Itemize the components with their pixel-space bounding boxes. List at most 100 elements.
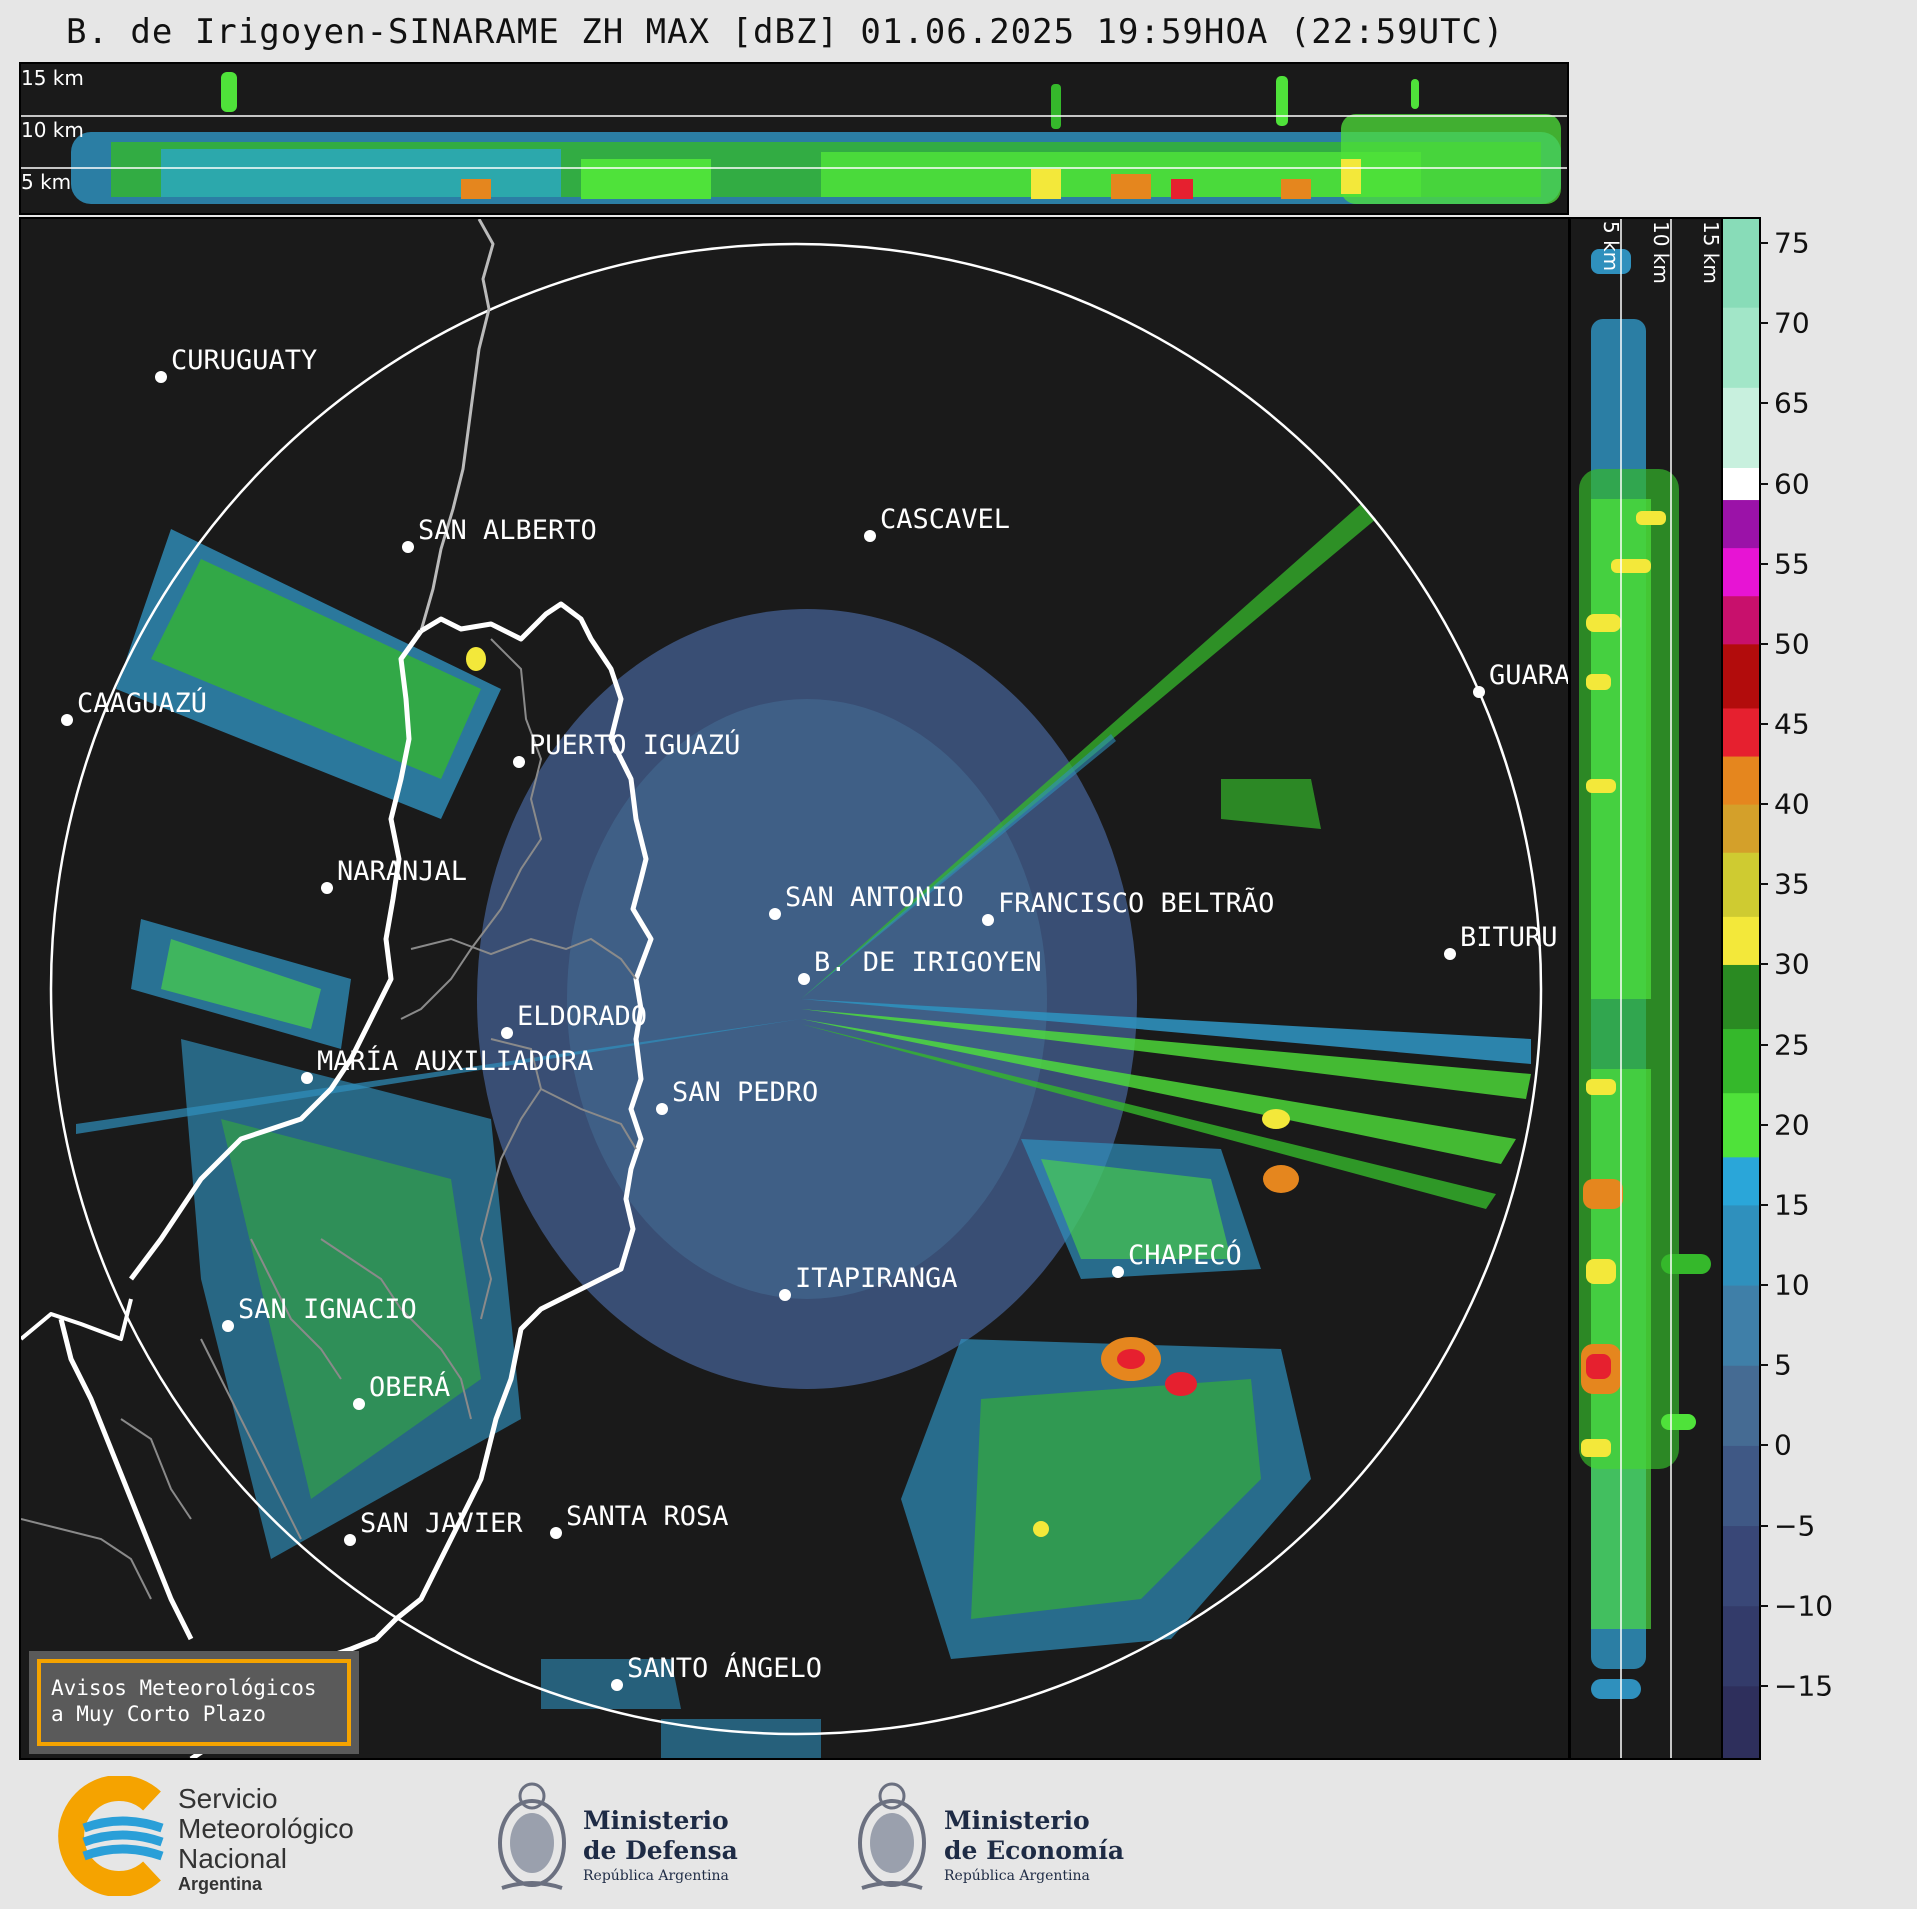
- side-echo-band: [1579, 249, 1711, 1699]
- city-label: CURUGUATY: [171, 345, 317, 376]
- colorbar-tick-label: 75: [1774, 226, 1810, 260]
- colorbar-segment: [1723, 547, 1759, 597]
- city-dot: [513, 756, 525, 768]
- city-marker: OBERÁ: [353, 1371, 450, 1410]
- city-marker: MARÍA AUXILIADORA: [301, 1045, 593, 1084]
- warning-line-1: Avisos Meteorológicos: [51, 1676, 317, 1700]
- colorbar-tick-mark: [1760, 402, 1768, 405]
- city-label: BITURU: [1460, 922, 1558, 953]
- colorbar-segment: [1723, 1285, 1759, 1366]
- smn-logo-icon: [58, 1776, 164, 1896]
- colorbar-tick-mark: [1760, 722, 1768, 725]
- smn-line-1: Servicio: [178, 1783, 278, 1814]
- colorbar-segment: [1723, 499, 1759, 549]
- colorbar-tick-mark: [1760, 1203, 1768, 1206]
- colorbar-segment: [1723, 1204, 1759, 1286]
- city-label: SAN JAVIER: [360, 1508, 523, 1539]
- smn-line-2: Meteorológico: [178, 1813, 354, 1844]
- colorbar-tick-label: −15: [1774, 1669, 1834, 1703]
- warning-box[interactable]: Avisos Meteorológicos a Muy Corto Plazo: [29, 1651, 359, 1754]
- city-label: CASCAVEL: [880, 504, 1010, 535]
- colorbar-tick-mark: [1760, 562, 1768, 565]
- economia-line-1: Ministerio: [944, 1806, 1090, 1835]
- colorbar-segment: [1723, 1092, 1759, 1158]
- city-dot: [353, 1398, 365, 1410]
- city-dot: [982, 914, 994, 926]
- colorbar-segment: [1723, 804, 1759, 853]
- economia-line-2: de Economía: [944, 1836, 1125, 1865]
- city-marker: SAN IGNACIO: [222, 1294, 417, 1332]
- colorbar-labels: 75 70 65 60 55 50 45 40 35 30 25 20 15 10 5 0 −5 −10 −15: [1760, 217, 1914, 1760]
- colorbar-segment: [1723, 1365, 1759, 1446]
- side-km-label-5: 5 km: [1599, 221, 1623, 272]
- colorbar-tick-label: 15: [1774, 1188, 1810, 1222]
- city-label: B. DE IRIGOYEN: [814, 947, 1042, 978]
- colorbar-tick-label: 5: [1774, 1348, 1792, 1382]
- city-dot: [798, 973, 810, 985]
- city-label: SAN PEDRO: [672, 1077, 818, 1108]
- colorbar: [1721, 217, 1761, 1760]
- colorbar-tick-mark: [1760, 1123, 1768, 1126]
- city-marker: SAN JAVIER: [344, 1508, 523, 1546]
- colorbar-tick-mark: [1760, 322, 1768, 325]
- country-borders: [21, 219, 654, 1758]
- colorbar-tick-label: 10: [1774, 1268, 1810, 1302]
- top-cross-section-panel: 15 km 10 km 5 km: [19, 62, 1569, 215]
- colorbar-segment: [1723, 219, 1759, 308]
- colorbar-tick-label: 70: [1774, 306, 1810, 340]
- colorbar-segment: [1723, 1605, 1759, 1687]
- city-label: SAN ALBERTO: [418, 515, 597, 546]
- colorbar-tick-label: 30: [1774, 947, 1810, 981]
- economia-seal-icon: [858, 1782, 926, 1890]
- city-dot: [779, 1289, 791, 1301]
- footer: Servicio Meteorológico Nacional Argentin…: [0, 1762, 1917, 1909]
- city-marker: CHAPECÓ: [1112, 1239, 1242, 1278]
- city-dot: [402, 541, 414, 553]
- colorbar-segment: [1723, 852, 1759, 917]
- city-label: CHAPECÓ: [1128, 1239, 1242, 1271]
- city-dot: [501, 1027, 513, 1039]
- city-marker: BITURU: [1444, 922, 1558, 960]
- warning-line-2: a Muy Corto Plazo: [51, 1702, 266, 1726]
- top-km-label-10: 10 km: [21, 118, 84, 142]
- city-marker: NARANJAL: [321, 856, 467, 894]
- colorbar-segment: [1723, 1156, 1759, 1206]
- colorbar-tick-mark: [1760, 883, 1768, 886]
- colorbar-tick-label: 60: [1774, 467, 1810, 501]
- city-marker: ITAPIRANGA: [779, 1263, 958, 1301]
- city-dot: [1112, 1266, 1124, 1278]
- city-marker: SAN ANTONIO: [769, 882, 964, 920]
- colorbar-tick-label: 45: [1774, 707, 1810, 741]
- colorbar-tick-mark: [1760, 1604, 1768, 1607]
- city-label: ELDORADO: [517, 1001, 647, 1032]
- city-dot: [301, 1072, 313, 1084]
- colorbar-segment: [1723, 643, 1759, 709]
- radar-echoes: [76, 504, 1531, 1758]
- city-dot: [61, 714, 73, 726]
- city-dot: [344, 1534, 356, 1546]
- colorbar-tick-mark: [1760, 1043, 1768, 1046]
- city-marker: SAN ALBERTO: [402, 515, 597, 553]
- city-marker: SANTO ÁNGELO: [611, 1652, 822, 1691]
- city-label: SAN ANTONIO: [785, 882, 964, 913]
- colorbar-tick-mark: [1760, 1444, 1768, 1447]
- city-marker: FRANCISCO BELTRÃO: [982, 887, 1274, 926]
- colorbar-segment: [1723, 964, 1759, 1030]
- colorbar-segment: [1723, 1028, 1759, 1094]
- colorbar-tick-mark: [1760, 1684, 1768, 1687]
- colorbar-segment: [1723, 467, 1759, 501]
- cities-layer: CURUGUATY SAN ALBERTO CAAGUAZÚ PUERTO IGUAZ…: [61, 345, 1568, 1691]
- colorbar-tick-label: 35: [1774, 867, 1810, 901]
- map-title: B. de Irigoyen-SINARAME ZH MAX [dBZ] 01.…: [66, 12, 1505, 52]
- colorbar-tick-label: 0: [1774, 1428, 1792, 1462]
- city-marker: ELDORADO: [501, 1001, 647, 1039]
- colorbar-segment: [1723, 707, 1759, 757]
- defensa-seal-icon: [498, 1782, 566, 1890]
- city-dot: [550, 1527, 562, 1539]
- colorbar-segment: [1723, 387, 1759, 468]
- colorbar-segment: [1723, 595, 1759, 645]
- colorbar-tick-label: 55: [1774, 547, 1810, 581]
- colorbar-tick-label: 65: [1774, 386, 1810, 420]
- colorbar-segment: [1723, 916, 1759, 965]
- city-label: SANTA ROSA: [566, 1501, 729, 1532]
